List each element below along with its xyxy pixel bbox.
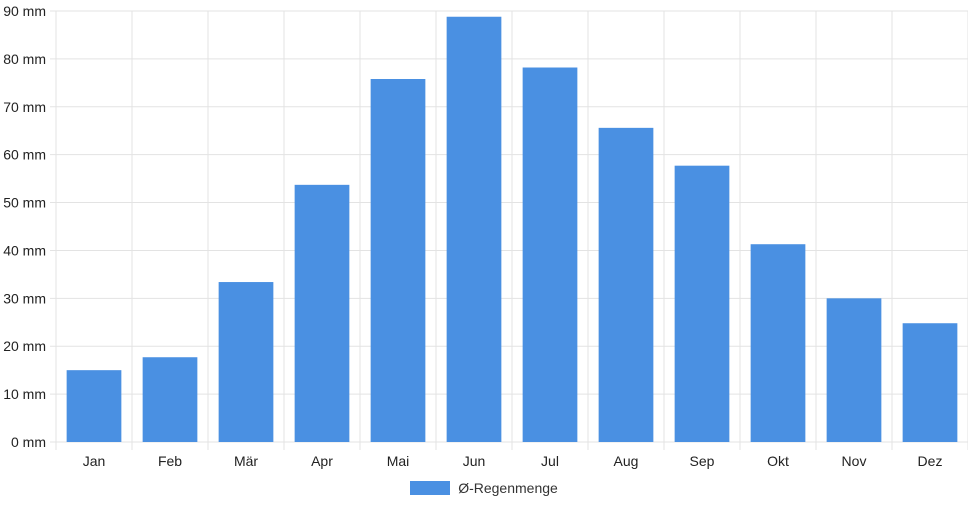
bar[interactable] [674, 165, 730, 443]
x-tick-label: Jun [463, 453, 486, 469]
bar[interactable] [598, 127, 654, 443]
x-tick-label: Mär [234, 453, 258, 469]
bar[interactable] [66, 370, 122, 442]
bar[interactable] [142, 357, 198, 442]
x-tick-label: Sep [690, 453, 715, 469]
bar[interactable] [750, 244, 806, 442]
y-axis-ticks: 0 mm 10 mm 20 mm 30 mm 40 mm 50 mm 60 mm 70 mm 8… [3, 3, 46, 450]
y-tick-label: 0 mm [11, 434, 46, 450]
x-tick-label: Apr [311, 453, 333, 469]
bar[interactable] [294, 184, 350, 442]
legend-swatch [410, 481, 451, 495]
bar[interactable] [902, 323, 958, 442]
y-tick-label: 50 mm [3, 195, 46, 211]
y-tick-label: 10 mm [3, 386, 46, 402]
y-tick-label: 30 mm [3, 290, 46, 306]
bar[interactable] [522, 67, 578, 443]
y-tick-label: 80 mm [3, 51, 46, 67]
y-tick-label: 60 mm [3, 147, 46, 163]
x-tick-label: Feb [158, 453, 182, 469]
y-tick-label: 40 mm [3, 242, 46, 258]
bars [66, 16, 958, 443]
x-tick-label: Aug [614, 453, 639, 469]
y-tick-label: 90 mm [3, 3, 46, 19]
x-tick-label: Nov [842, 453, 867, 469]
x-tick-label: Mai [387, 453, 410, 469]
chart-grid [50, 10, 968, 450]
bar[interactable] [446, 16, 502, 442]
x-tick-label: Dez [918, 453, 943, 469]
x-tick-label: Jul [541, 453, 559, 469]
x-tick-label: Okt [767, 453, 789, 469]
x-tick-label: Jan [83, 453, 106, 469]
y-tick-label: 70 mm [3, 99, 46, 115]
legend[interactable]: Ø-Regenmenge [0, 480, 968, 496]
bar[interactable] [218, 282, 274, 442]
y-tick-label: 20 mm [3, 338, 46, 354]
bar[interactable] [370, 79, 426, 442]
bar[interactable] [826, 298, 882, 442]
legend-label: Ø-Regenmenge [458, 480, 558, 496]
x-axis-ticks: Jan Feb Mär Apr Mai Jun Jul Aug Sep Okt Nov Dez [83, 453, 943, 469]
